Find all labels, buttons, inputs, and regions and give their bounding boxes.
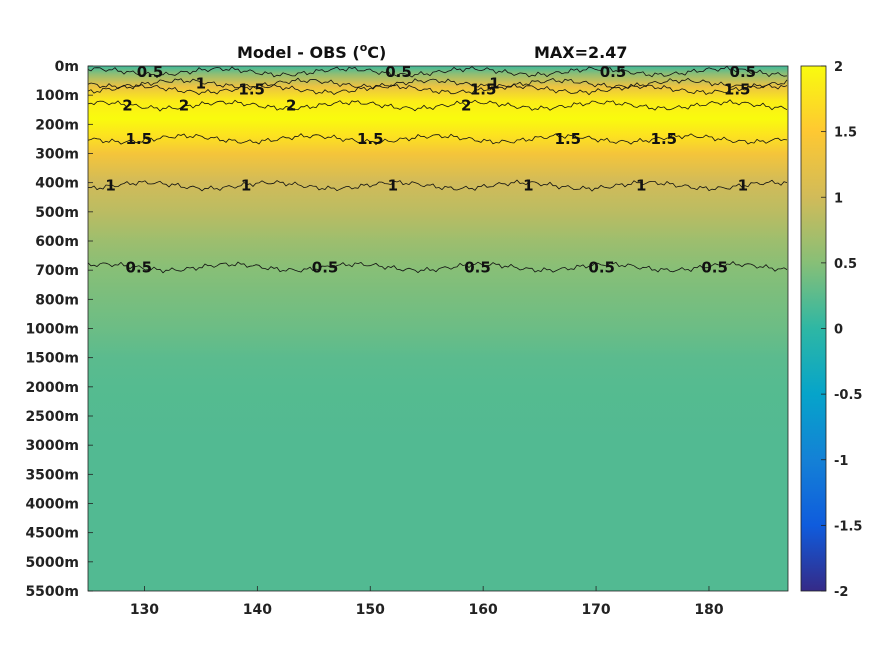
contour-label: 2	[461, 96, 471, 114]
contour-label: 0.5	[312, 258, 339, 276]
x-axis: 130 140 150 160 170 180	[130, 586, 724, 618]
y-tick-label: 400m	[35, 176, 79, 192]
contour-line	[87, 99, 788, 112]
y-tick-label: 700m	[35, 263, 79, 279]
contour-label: 0.5	[137, 63, 164, 81]
y-axis: 0m 100m 200m 300m 400m 500m 600m 700m 800m 1000m 1…	[25, 59, 93, 600]
colorbar-tick-label: 0.5	[834, 257, 857, 272]
y-tick-label: 100m	[35, 88, 79, 104]
contour-label: 2	[179, 96, 189, 114]
contour-label: 1	[489, 75, 499, 93]
plot-area: 0.5 0.5 0.5 0.51 11.5 1.5 1.52 2 2 21.5 1.5 1.5 1.51…	[87, 63, 789, 592]
contour-label: 0.5	[464, 258, 491, 276]
contour-label: 0.5	[730, 63, 757, 81]
contour-label: 0.5	[701, 258, 728, 276]
y-tick-label: 300m	[35, 147, 79, 163]
contour-label: 2	[286, 96, 296, 114]
contour-line	[87, 83, 788, 96]
contour-label: 1	[388, 177, 398, 195]
x-tick-label: 150	[356, 602, 385, 618]
contour-label: 1.5	[238, 80, 265, 98]
contour-label: 1.5	[470, 80, 497, 98]
y-tick-label: 600m	[35, 234, 79, 250]
y-tick-label: 4500m	[25, 526, 79, 542]
y-tick-label: 1000m	[25, 322, 79, 338]
contour-line	[87, 65, 788, 79]
colorbar-tick-label: -1.5	[834, 519, 862, 534]
contour-label: 0.5	[588, 258, 615, 276]
contour-label: 1	[738, 177, 748, 195]
contour-line	[87, 77, 788, 90]
title-text: Model - OBS (oC)	[237, 41, 386, 62]
y-tick-label: 2000m	[25, 380, 79, 396]
contour-line	[87, 261, 788, 274]
y-tick-label: 3000m	[25, 438, 79, 454]
y-tick-label: 1500m	[25, 351, 79, 367]
colorbar-tick-label: -1	[834, 454, 848, 469]
x-tick-label: 140	[243, 602, 272, 618]
colorbar: 2 1.5 1 0.5 0 -0.5 -1 -1.5 -2	[800, 60, 862, 600]
contour-label: 1.5	[724, 80, 751, 98]
y-tick-label: 2500m	[25, 409, 79, 425]
colorbar-ticks: 2 1.5 1 0.5 0 -0.5 -1 -1.5 -2	[821, 60, 862, 600]
y-tick-label: 3500m	[25, 467, 79, 483]
y-tick-label: 0m	[55, 59, 79, 75]
colorbar-tick-label: 1.5	[834, 126, 857, 141]
contour-line	[87, 179, 788, 192]
temperature-difference-field	[88, 66, 788, 591]
contour-label: 2	[122, 96, 132, 114]
contour-labels: 0.5 0.5 0.5 0.51 11.5 1.5 1.52 2 2 21.5 1.5 1.5 1.51…	[105, 63, 756, 276]
contour-label: 1	[241, 177, 251, 195]
contour-label: 1	[523, 177, 533, 195]
colorbar-tick-label: -2	[834, 585, 848, 600]
contour-label: 1.5	[555, 130, 582, 148]
contour-lines	[87, 65, 788, 274]
chart-title: Model - OBS (oC) MAX=2.47	[237, 41, 628, 62]
x-tick-label: 170	[581, 602, 610, 618]
y-tick-label: 4000m	[25, 497, 79, 513]
contour-label: 0.5	[126, 258, 153, 276]
contour-label: 1	[196, 75, 206, 93]
contour-label: 1	[105, 177, 115, 195]
colorbar-tick-label: -0.5	[834, 388, 862, 403]
y-tick-label: 200m	[35, 117, 79, 133]
contour-label: 0.5	[600, 63, 627, 81]
y-tick-label: 5000m	[25, 555, 79, 571]
contour-label: 1.5	[651, 130, 678, 148]
y-tick-label: 800m	[35, 292, 79, 308]
contour-line	[87, 133, 788, 146]
contour-label: 1.5	[126, 130, 153, 148]
y-tick-label: 500m	[35, 205, 79, 221]
contour-label: 1.5	[357, 130, 384, 148]
x-tick-label: 130	[130, 602, 159, 618]
contour-label: 0.5	[385, 63, 412, 81]
contour-label: 1	[636, 177, 646, 195]
x-tick-label: 180	[694, 602, 723, 618]
colorbar-tick-label: 2	[834, 60, 843, 75]
y-tick-label: 5500m	[25, 584, 79, 600]
x-tick-label: 160	[469, 602, 498, 618]
colorbar-tick-label: 0	[834, 323, 843, 338]
colorbar-tick-label: 1	[834, 191, 843, 206]
max-label: MAX=2.47	[534, 43, 628, 62]
